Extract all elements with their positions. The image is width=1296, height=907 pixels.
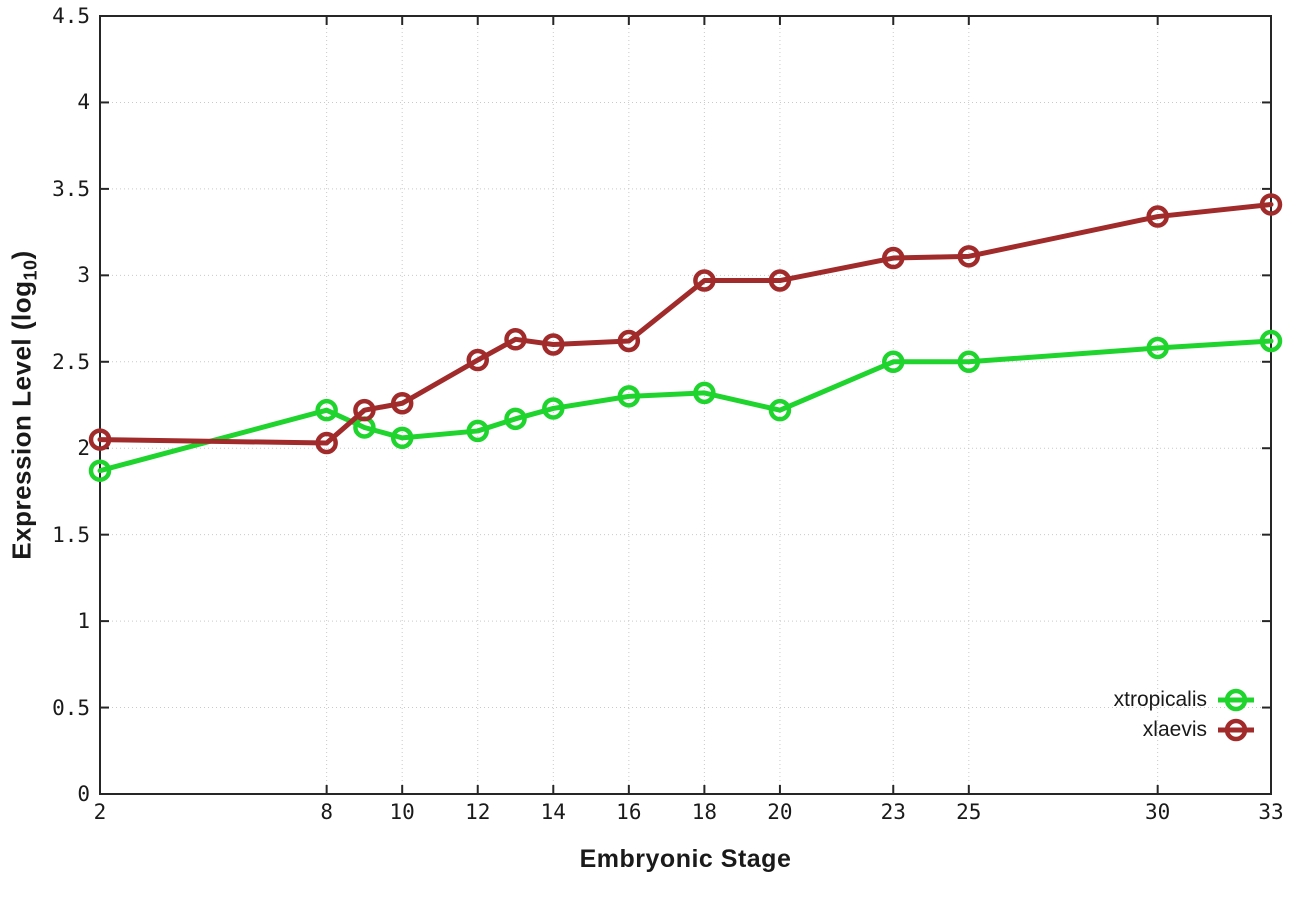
- series-xtropicalis-marker: [768, 398, 792, 422]
- series-xtropicalis-marker: [1146, 336, 1169, 360]
- tick-marks: [99, 15, 1272, 795]
- series-xtropicalis-line: [97, 338, 1274, 474]
- grid-lines: [99, 15, 1272, 795]
- series-xtropicalis-marker: [542, 397, 565, 420]
- y-tick-label-4.5: 4.5: [52, 4, 90, 28]
- series-xlaevis-marker: [768, 269, 792, 292]
- series-xlaevis-marker: [1259, 193, 1283, 216]
- series-xlaevis-marker: [1146, 205, 1169, 228]
- y-axis-title: Expression Level (log10): [6, 250, 41, 559]
- x-tick-label-33: 33: [1258, 800, 1284, 824]
- y-tick-label-1: 1: [77, 609, 90, 634]
- y-axis-title-close: ): [6, 250, 37, 260]
- y-axis-title-subscript: 10: [20, 259, 41, 281]
- x-tick-label-20: 20: [767, 800, 793, 824]
- x-tick-label-23: 23: [880, 800, 906, 824]
- series-xlaevis-line: [97, 201, 1274, 446]
- y-tick-label-2: 2: [77, 436, 90, 461]
- legend-item-xlaevis: xlaevis: [1114, 715, 1255, 745]
- x-tick-label-30: 30: [1145, 800, 1171, 824]
- series-xlaevis-marker: [693, 269, 716, 292]
- x-tick-label-8: 8: [320, 800, 333, 824]
- series-xtropicalis-marker: [88, 459, 112, 482]
- series-xlaevis: [88, 193, 1283, 455]
- x-tick-label-10: 10: [389, 800, 415, 824]
- legend-item-xtropicalis: xtropicalis: [1114, 685, 1255, 715]
- plot-border: [99, 15, 1272, 795]
- series-xlaevis-marker: [957, 245, 981, 268]
- y-tick-label-2.5: 2.5: [52, 349, 90, 374]
- y-tick-label-0.5: 0.5: [52, 695, 90, 720]
- y-tick-label-0: 0: [77, 782, 90, 806]
- x-tick-label-2: 2: [93, 800, 107, 824]
- x-tick-label-25: 25: [956, 800, 982, 824]
- x-tick-label-18: 18: [691, 800, 718, 824]
- series-xtropicalis-marker: [1259, 329, 1283, 353]
- y-tick-label-3: 3: [77, 263, 90, 288]
- series-xlaevis-marker: [617, 329, 641, 353]
- y-axis-title-text: Expression Level (log: [6, 280, 37, 560]
- x-tick-label-14: 14: [540, 800, 566, 824]
- series-xlaevis-marker: [542, 333, 565, 356]
- series-xtropicalis-marker: [390, 426, 414, 450]
- series-xlaevis-marker: [882, 246, 905, 270]
- legend-sample-icon: [1218, 688, 1254, 712]
- series-xlaevis-marker: [390, 392, 414, 415]
- legend-sample-icon: [1218, 718, 1254, 742]
- legend-label: xtropicalis: [1113, 688, 1207, 711]
- series-xlaevis-marker: [466, 348, 489, 372]
- series-xtropicalis-marker: [957, 350, 981, 374]
- legend: xtropicalis xlaevis: [1114, 685, 1255, 745]
- series-xtropicalis-marker: [882, 350, 905, 374]
- series-xtropicalis-marker: [504, 407, 527, 431]
- series-xlaevis-marker: [504, 328, 527, 351]
- series-xlaevis-marker: [353, 398, 376, 422]
- series-xtropicalis-marker: [315, 398, 338, 422]
- y-tick-label-1.5: 1.5: [52, 522, 90, 547]
- series-xtropicalis-marker: [466, 419, 489, 443]
- x-tick-label-16: 16: [616, 800, 642, 824]
- x-axis-title: Embryonic Stage: [579, 845, 792, 873]
- series-xlaevis-marker: [315, 431, 338, 455]
- series-xtropicalis: [88, 329, 1283, 482]
- legend-label: xlaevis: [1142, 718, 1207, 741]
- y-tick-label-3.5: 3.5: [52, 176, 90, 201]
- series-xtropicalis-marker: [693, 381, 716, 405]
- series-xlaevis-marker: [88, 428, 112, 451]
- series-xtropicalis-marker: [617, 385, 641, 408]
- y-tick-label-4: 4: [77, 90, 90, 115]
- x-tick-label-12: 12: [465, 800, 491, 824]
